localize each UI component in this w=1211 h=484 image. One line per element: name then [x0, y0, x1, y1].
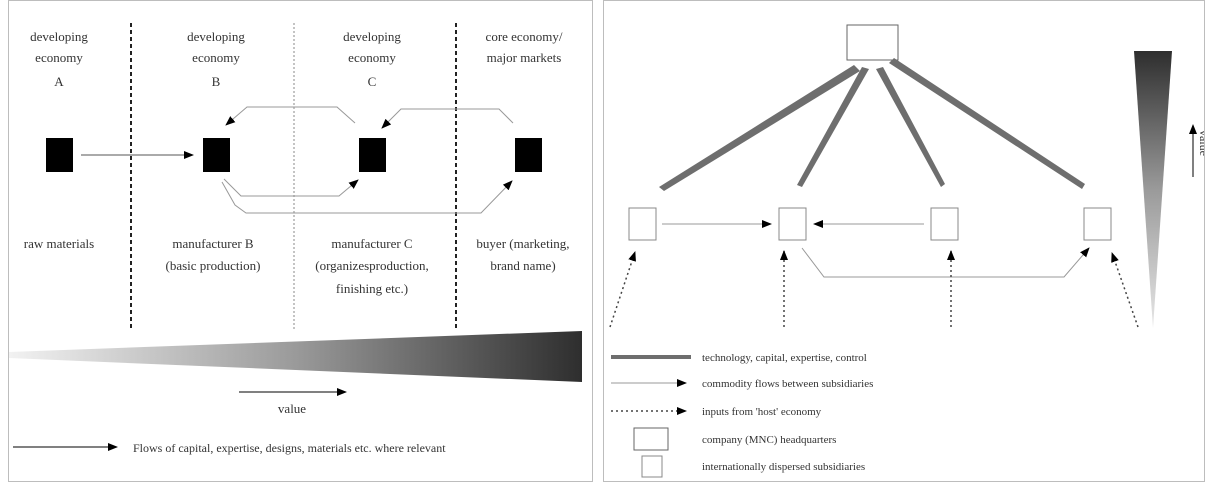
role-manufacturer-b-line2: (basic production) — [166, 258, 261, 273]
legend-subsidiary-box — [641, 455, 663, 478]
mnc-network-diagram: value technology, capital, expertise, co… — [603, 0, 1205, 482]
legend-subsidiary-label: internationally dispersed subsidiaries — [702, 461, 865, 473]
role-manufacturer-b-line1: manufacturer B — [172, 236, 254, 251]
host-input-arrow-1 — [609, 251, 636, 328]
role-buyer-line1: buyer (marketing, — [476, 236, 569, 251]
value-chain-svg: developing economy A developing economy … — [9, 23, 582, 455]
subsidiary-box-2 — [778, 207, 807, 241]
column-a-header-line2: economy — [35, 50, 83, 65]
headquarters-box — [846, 24, 899, 61]
host-input-arrow-4 — [1111, 252, 1139, 328]
column-a-header-line1: developing — [30, 29, 88, 44]
legend-host-label: inputs from 'host' economy — [702, 406, 822, 418]
column-b-header-line1: developing — [187, 29, 245, 44]
column-c-header-line3: C — [368, 74, 377, 89]
flow-arrow-c-to-b — [225, 106, 356, 126]
node-buyer — [515, 138, 542, 172]
role-manufacturer-c-line3: finishing etc.) — [336, 281, 408, 296]
control-line-2 — [797, 67, 869, 187]
column-core-header-line1: core economy/ — [486, 29, 563, 44]
control-line-1 — [659, 65, 860, 191]
column-b-header-line3: B — [212, 74, 221, 89]
node-manufacturer-b — [203, 138, 230, 172]
column-core-header-line2: major markets — [487, 50, 562, 65]
role-manufacturer-c-line2: (organizesproduction, — [315, 258, 428, 273]
legend-headquarters-label: company (MNC) headquarters — [702, 434, 836, 446]
legend-headquarters-box — [633, 427, 669, 451]
commodity-arrow-2-to-4 — [801, 247, 1090, 278]
mnc-network-svg: value technology, capital, expertise, co… — [609, 24, 1204, 478]
value-wedge — [9, 331, 582, 382]
control-line-4 — [889, 58, 1085, 189]
flow-arrow-buyer-to-c — [381, 108, 514, 129]
value-chain-diagram: developing economy A developing economy … — [8, 0, 593, 482]
role-manufacturer-c-line1: manufacturer C — [331, 236, 412, 251]
subsidiary-box-1 — [628, 207, 657, 241]
value-wedge-vertical — [1134, 51, 1172, 328]
column-b-header-line2: economy — [192, 50, 240, 65]
legend-flow-label: Flows of capital, expertise, designs, ma… — [133, 441, 446, 455]
subsidiary-box-4 — [1083, 207, 1112, 241]
legend-control-label: technology, capital, expertise, control — [702, 352, 867, 364]
node-raw-materials — [46, 138, 73, 172]
column-a-header-line3: A — [54, 74, 64, 89]
value-label: value — [278, 401, 306, 416]
role-raw-materials: raw materials — [24, 236, 94, 251]
subsidiary-box-3 — [930, 207, 959, 241]
column-c-header-line1: developing — [343, 29, 401, 44]
node-manufacturer-c — [359, 138, 386, 172]
column-c-header-line2: economy — [348, 50, 396, 65]
control-line-3 — [876, 67, 945, 187]
value-axis-label: value — [1197, 130, 1204, 156]
flow-arrow-b-to-buyer — [221, 180, 513, 214]
role-buyer-line2: brand name) — [490, 258, 555, 273]
flow-arrow-b-to-c — [223, 178, 359, 197]
legend-commodity-label: commodity flows between subsidiaries — [702, 378, 873, 390]
